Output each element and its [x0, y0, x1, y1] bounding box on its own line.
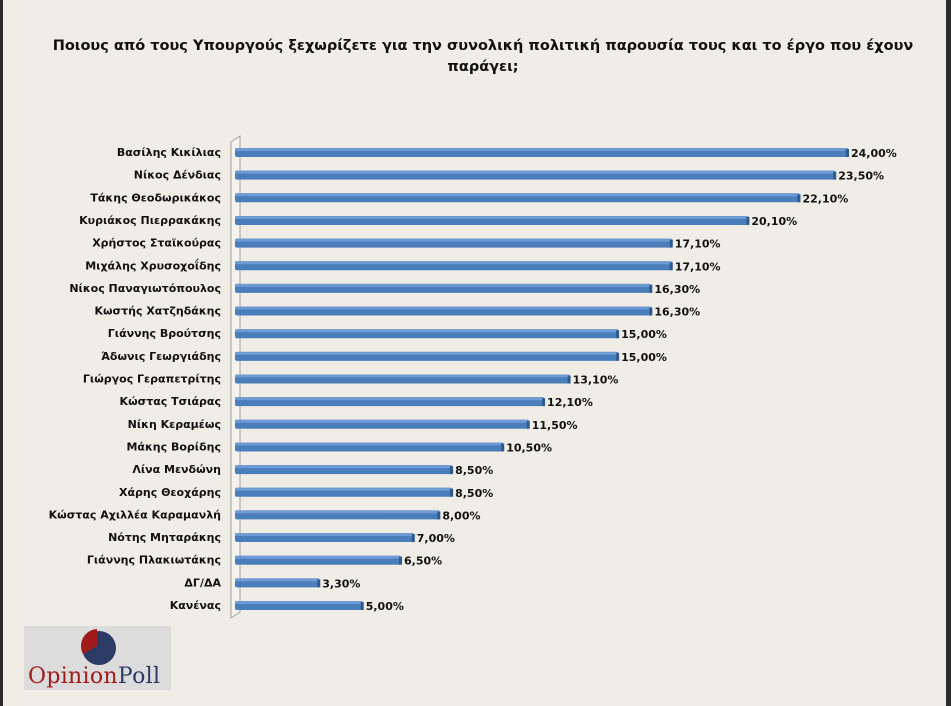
- opinionpoll-logo: OpinionPoll: [24, 626, 171, 690]
- bar-highlight: [235, 261, 672, 265]
- bar-highlight: [235, 238, 672, 242]
- slide: Ποιους από τους Υπουργούς ξεχωρίζετε για…: [3, 0, 946, 706]
- category-label: Λίνα Μενδώνη: [132, 463, 221, 476]
- data-label: 11,50%: [532, 419, 578, 432]
- data-label: 3,30%: [322, 577, 360, 590]
- bar-end: [649, 307, 653, 316]
- data-label: 7,00%: [417, 532, 455, 545]
- data-label: 16,30%: [654, 306, 700, 319]
- bar-end: [450, 488, 454, 497]
- bar-highlight: [235, 215, 749, 219]
- data-label: 8,00%: [442, 509, 480, 522]
- bar-highlight: [235, 578, 320, 582]
- bar-end: [501, 443, 505, 452]
- data-label: 10,50%: [506, 441, 552, 454]
- bar-highlight: [235, 148, 848, 151]
- data-label: 15,00%: [621, 351, 667, 364]
- bar-end: [526, 420, 530, 429]
- data-label: 17,10%: [675, 238, 721, 251]
- category-label: Νίκη Κεραμέως: [128, 418, 221, 431]
- bar-highlight: [235, 329, 619, 333]
- bar-end: [616, 352, 620, 361]
- bar-highlight: [235, 351, 619, 355]
- bar-highlight: [235, 510, 440, 514]
- bar-highlight: [235, 193, 800, 197]
- data-label: 8,50%: [455, 487, 493, 500]
- category-label: Γιάννης Βρούτσης: [108, 327, 221, 340]
- data-label: 8,50%: [455, 464, 493, 477]
- bar-highlight: [235, 306, 652, 310]
- category-label: Χάρης Θεοχάρης: [119, 486, 221, 499]
- bar-highlight: [235, 397, 545, 401]
- bar-end: [450, 466, 454, 475]
- category-label: Κωστής Χατζηδάκης: [94, 305, 221, 318]
- bar-highlight: [235, 533, 414, 537]
- category-label: Μάκης Βορίδης: [126, 440, 221, 453]
- data-label: 20,10%: [751, 215, 797, 228]
- data-label: 5,00%: [366, 600, 404, 613]
- data-label: 6,50%: [404, 555, 442, 568]
- category-label: Γιώργος Γεραπετρίτης: [83, 373, 221, 386]
- data-label: 13,10%: [573, 374, 619, 387]
- data-label: 23,50%: [838, 170, 884, 183]
- category-label: Κανένας: [170, 599, 221, 612]
- bar-highlight: [235, 555, 402, 559]
- bar-highlight: [235, 170, 836, 174]
- data-label: 16,30%: [654, 283, 700, 296]
- bar-end: [669, 262, 673, 271]
- bar-end: [846, 149, 849, 157]
- chart-title: Ποιους από τους Υπουργούς ξεχωρίζετε για…: [52, 38, 914, 75]
- category-label: Βασίλης Κικίλιας: [117, 146, 221, 159]
- category-label: Μιχάλης Χρυσοχοΐδης: [85, 258, 221, 272]
- bar-highlight: [235, 419, 529, 423]
- category-label: Νότης Μηταράκης: [108, 531, 221, 544]
- bar-end: [833, 171, 837, 180]
- data-label: 24,00%: [851, 147, 897, 160]
- category-label: Άδωνις Γεωργιάδης: [101, 350, 221, 363]
- logo-text: OpinionPoll: [28, 664, 161, 689]
- category-label: Κυριάκος Πιερρακάκης: [79, 214, 221, 227]
- bar-highlight: [235, 465, 453, 469]
- bar-end: [317, 579, 321, 588]
- category-label: ΔΓ/ΔΑ: [184, 576, 221, 589]
- bar-end: [360, 602, 364, 610]
- data-label: 12,10%: [547, 396, 593, 409]
- bar-end: [411, 534, 415, 543]
- category-label: Νίκος Δένδιας: [134, 169, 221, 182]
- data-label: 17,10%: [675, 260, 721, 273]
- bar-end: [437, 511, 441, 520]
- bar-end: [797, 194, 801, 203]
- category-label: Χρήστος Σταϊκούρας: [92, 237, 221, 250]
- bar-end: [746, 216, 750, 225]
- category-label: Γιάννης Πλακιωτάκης: [87, 554, 221, 567]
- bar-highlight: [235, 601, 363, 604]
- bar-highlight: [235, 487, 453, 491]
- data-label: 22,10%: [802, 192, 848, 205]
- bar-end: [669, 239, 673, 248]
- pie-logo-icon: [80, 629, 116, 665]
- bar-highlight: [235, 283, 652, 287]
- bar-end: [649, 284, 653, 293]
- bar-end: [616, 330, 620, 339]
- data-label: 15,00%: [621, 328, 667, 341]
- category-label: Τάκης Θεοδωρικάκος: [90, 191, 221, 204]
- bar-end: [399, 556, 403, 565]
- bar-end: [542, 398, 546, 407]
- category-label: Κώστας Αχιλλέα Καραμανλή: [49, 508, 221, 521]
- bar-chart: Βασίλης Κικίλιας 24,00% Νίκος Δένδιας 23,50…: [49, 135, 897, 619]
- bar-end: [567, 375, 571, 384]
- bar-highlight: [235, 442, 504, 446]
- category-label: Νίκος Παναγιωτόπουλος: [69, 282, 221, 295]
- category-label: Κώστας Τσιάρας: [120, 395, 221, 408]
- bar-highlight: [235, 374, 570, 378]
